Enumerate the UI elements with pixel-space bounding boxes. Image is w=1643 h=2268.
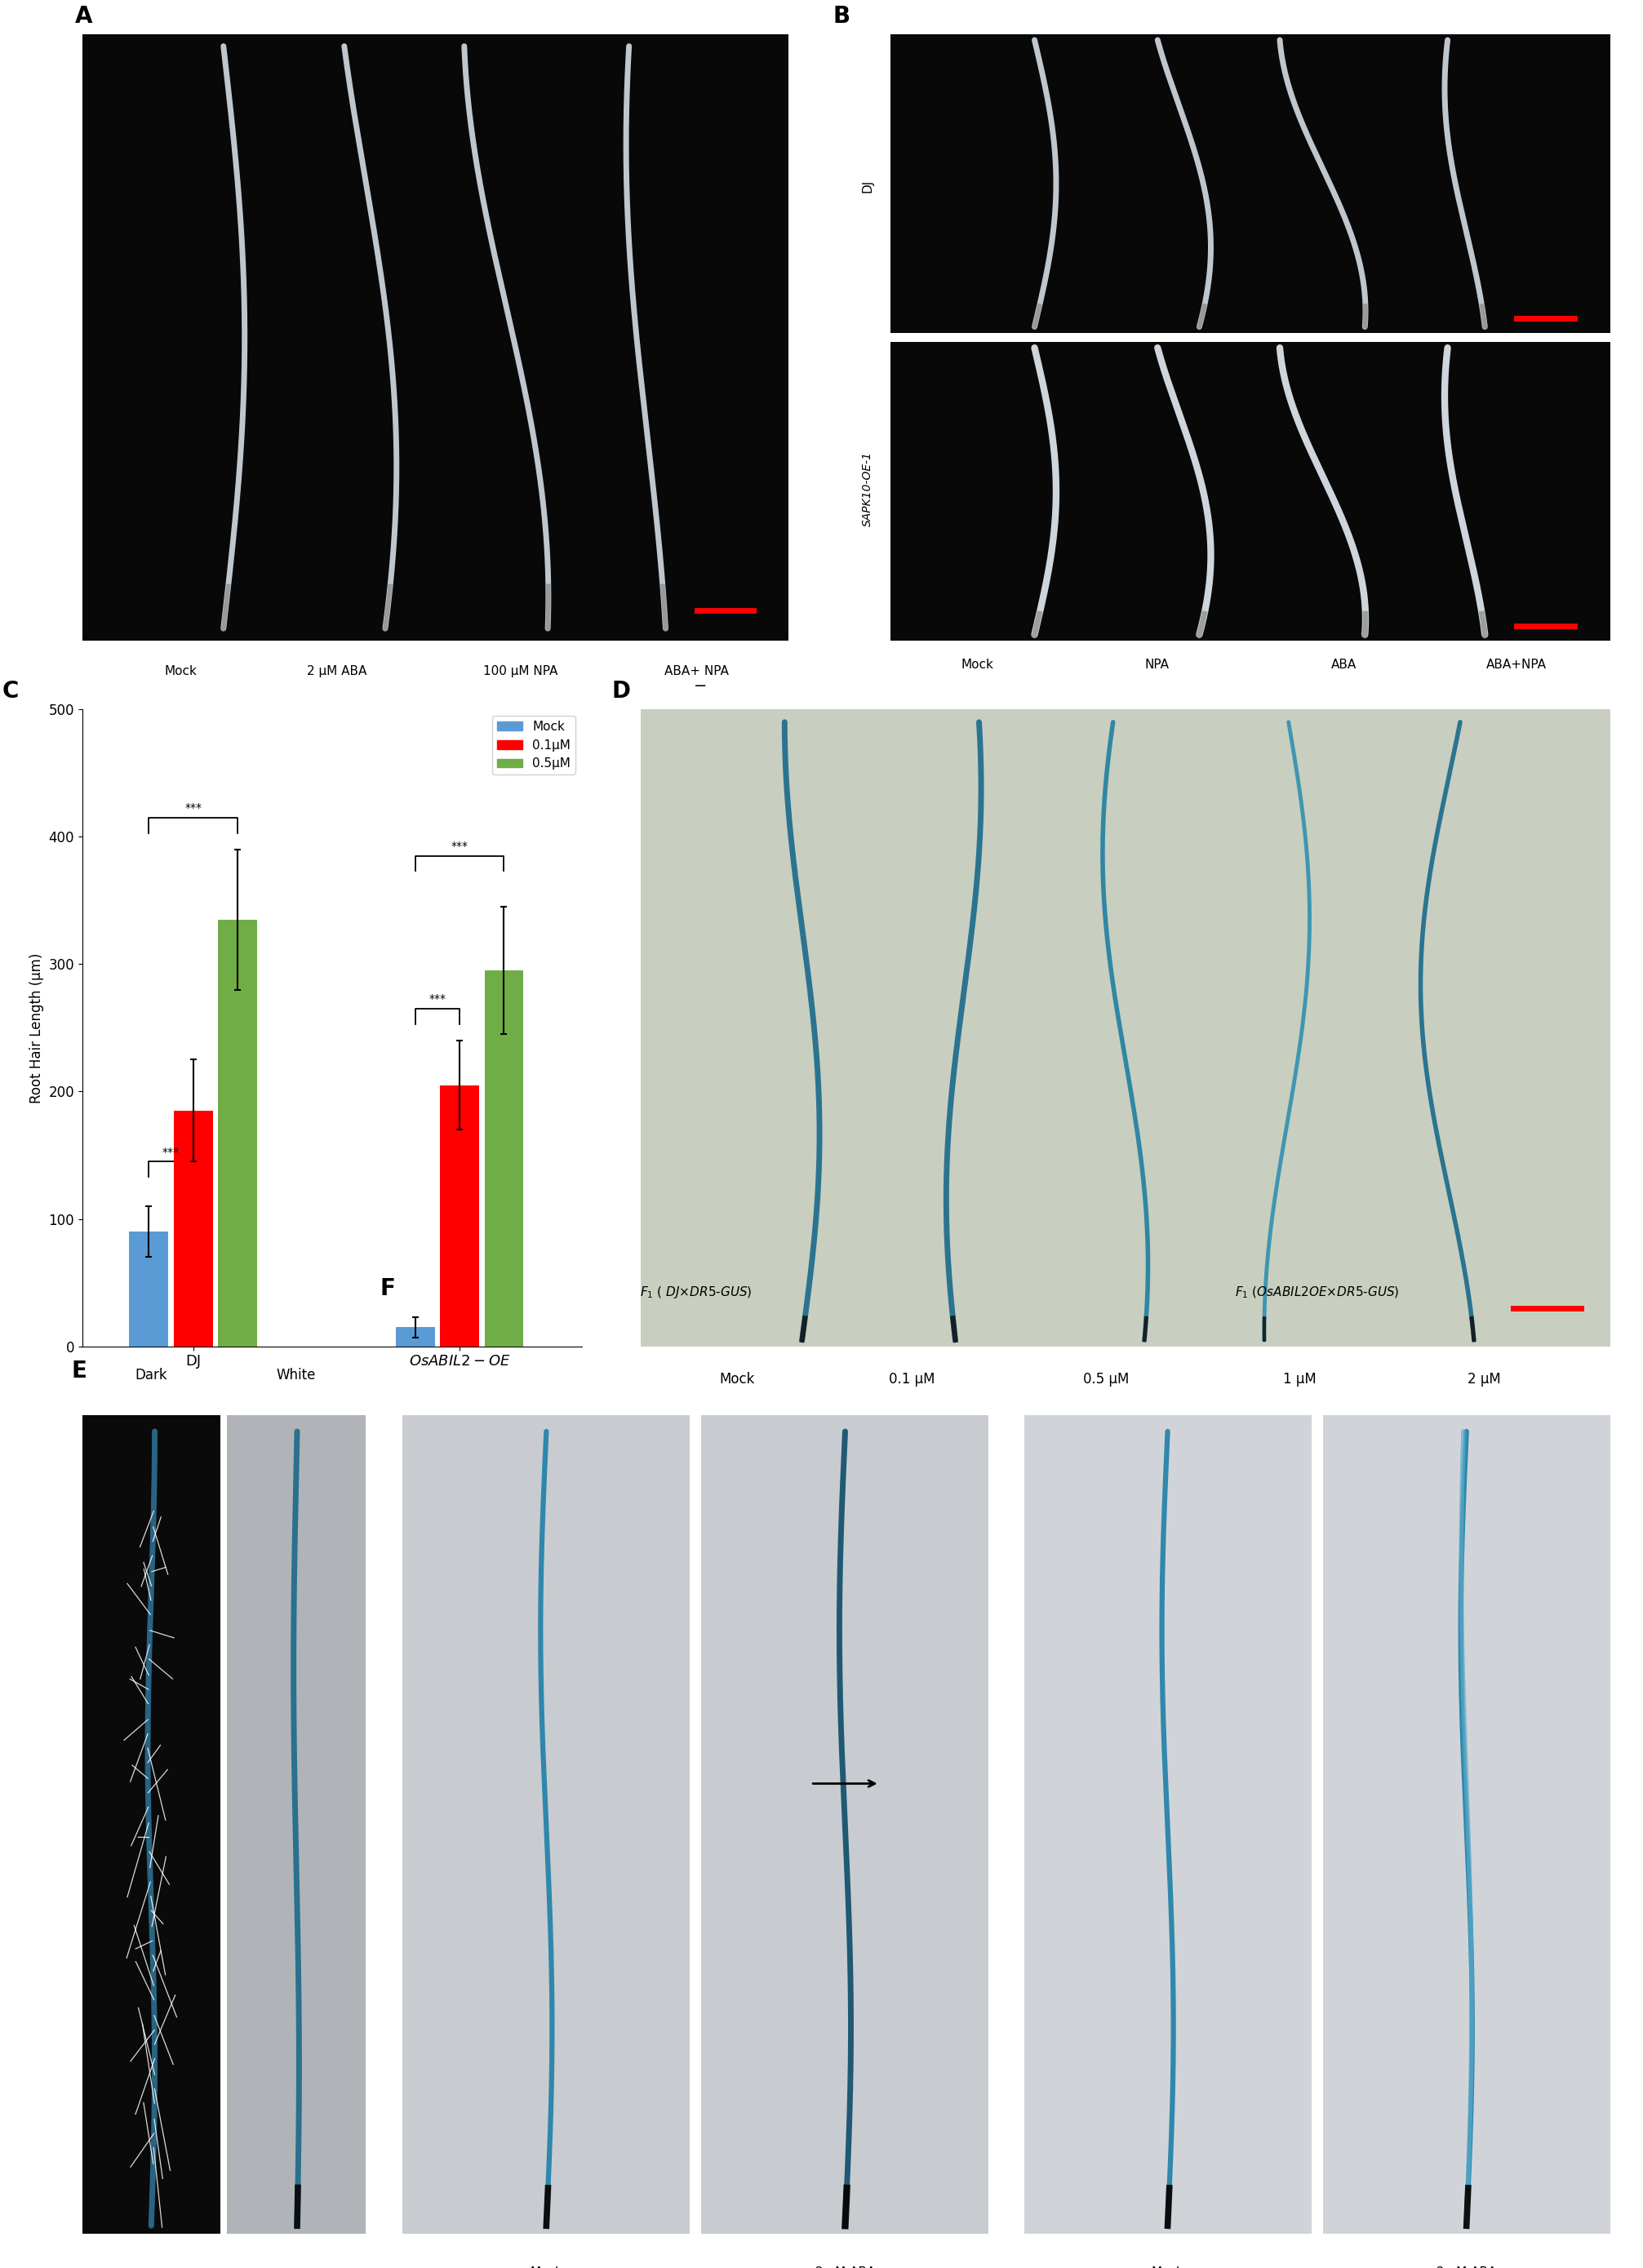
- Bar: [130, 1232, 168, 1347]
- Text: 2 μM: 2 μM: [1467, 1372, 1500, 1386]
- Text: NPA: NPA: [1145, 658, 1170, 671]
- Bar: [440, 1084, 480, 1347]
- Bar: [174, 1111, 212, 1347]
- Legend: Mock, 0.1μM, 0.5μM: Mock, 0.1μM, 0.5μM: [493, 717, 575, 776]
- Text: Mock: Mock: [164, 665, 197, 678]
- Text: 1 μM: 1 μM: [1283, 1372, 1316, 1386]
- Text: E: E: [71, 1359, 87, 1381]
- Text: Mock: Mock: [720, 1372, 756, 1386]
- Text: ABA: ABA: [1331, 658, 1357, 671]
- Text: SAPK10-OE-1: SAPK10-OE-1: [863, 451, 874, 526]
- Text: B: B: [833, 5, 851, 27]
- Text: C: C: [2, 680, 18, 703]
- Text: Dark: Dark: [135, 1368, 168, 1381]
- Text: F: F: [380, 1277, 394, 1300]
- Text: −: −: [693, 678, 706, 694]
- Text: DJ: DJ: [861, 179, 874, 193]
- Text: 0.1 μM: 0.1 μM: [889, 1372, 935, 1386]
- Text: 100 μM NPA: 100 μM NPA: [483, 665, 557, 678]
- Text: ***: ***: [452, 841, 468, 853]
- Text: ***: ***: [429, 993, 445, 1005]
- Bar: [485, 971, 524, 1347]
- Text: 0.5 μM: 0.5 μM: [1083, 1372, 1129, 1386]
- Text: Mock: Mock: [961, 658, 994, 671]
- Text: A: A: [76, 5, 92, 27]
- Bar: [219, 919, 256, 1347]
- Text: ***: ***: [163, 1145, 179, 1157]
- Text: 2 μM ABA: 2 μM ABA: [307, 665, 366, 678]
- Text: $\mathit{F_1}$ ( $\mathit{DJ}$$\times$$\mathit{DR5}$-$\mathit{GUS}$): $\mathit{F_1}$ ( $\mathit{DJ}$$\times$$\…: [639, 1286, 752, 1300]
- Y-axis label: Root Hair Length (μm): Root Hair Length (μm): [30, 953, 44, 1102]
- Text: D: D: [611, 680, 631, 703]
- Text: White: White: [276, 1368, 315, 1381]
- Text: ABA+NPA: ABA+NPA: [1487, 658, 1546, 671]
- Text: ABA+ NPA: ABA+ NPA: [664, 665, 729, 678]
- Text: $\mathit{F_1}$ ($\mathit{OsABIL2OE}$$\times$$\mathit{DR5}$-$\mathit{GUS}$): $\mathit{F_1}$ ($\mathit{OsABIL2OE}$$\ti…: [1236, 1286, 1400, 1300]
- Bar: [396, 1327, 435, 1347]
- Text: ***: ***: [184, 803, 202, 814]
